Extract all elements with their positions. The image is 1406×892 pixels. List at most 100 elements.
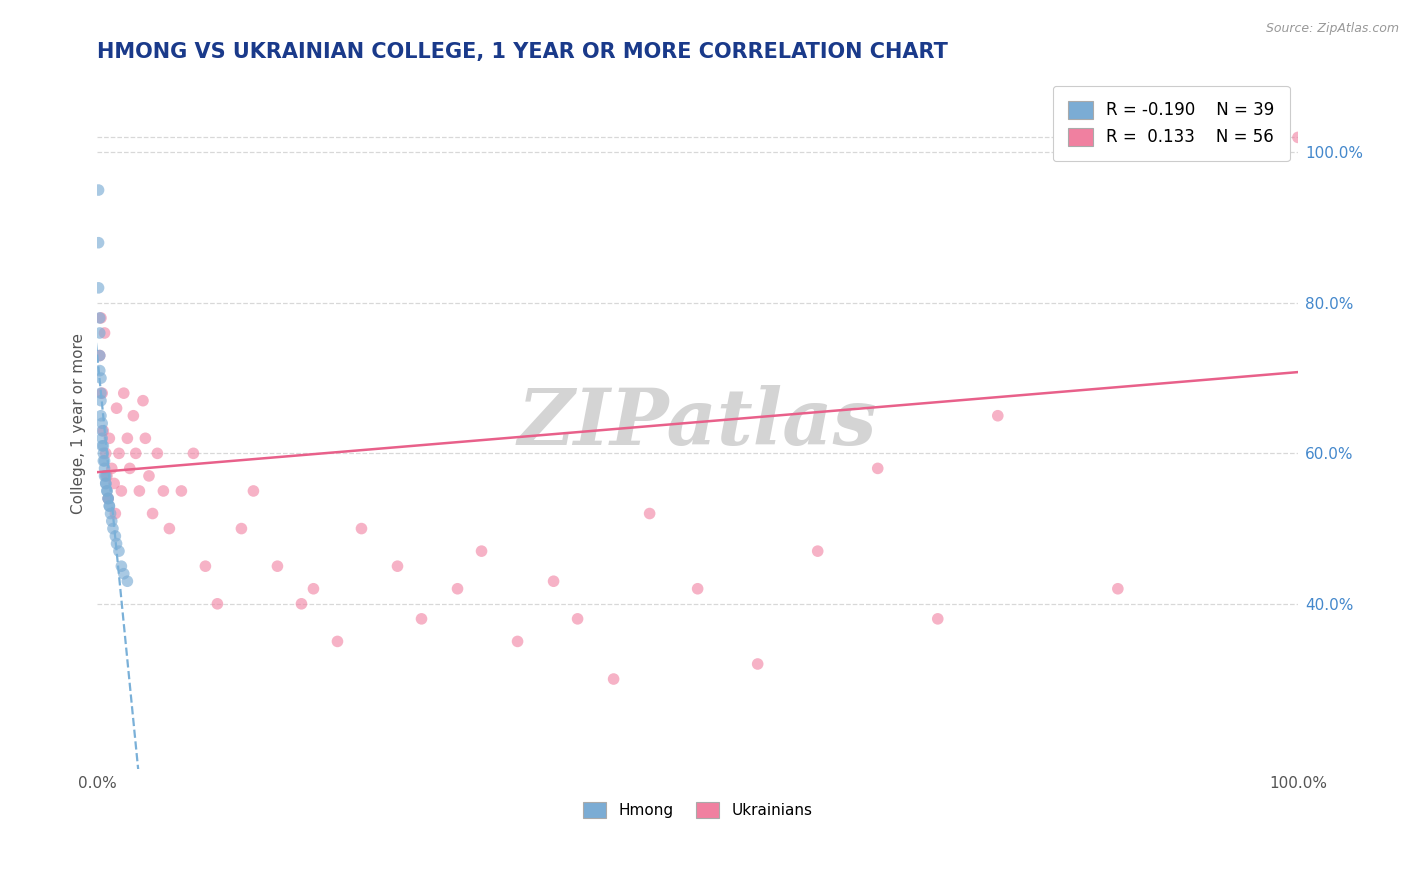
Point	[142, 507, 165, 521]
Point	[387, 559, 409, 574]
Point	[602, 672, 624, 686]
Point	[543, 574, 565, 589]
Point	[100, 507, 122, 521]
Point	[87, 183, 110, 197]
Point	[290, 597, 312, 611]
Point	[231, 522, 253, 536]
Point	[112, 566, 135, 581]
Point	[90, 386, 112, 401]
Point	[87, 281, 110, 295]
Point	[132, 393, 155, 408]
Point	[94, 476, 117, 491]
Point	[117, 574, 139, 589]
Text: HMONG VS UKRAINIAN COLLEGE, 1 YEAR OR MORE CORRELATION CHART: HMONG VS UKRAINIAN COLLEGE, 1 YEAR OR MO…	[97, 42, 948, 62]
Point	[105, 536, 128, 550]
Point	[1107, 582, 1129, 596]
Point	[117, 431, 139, 445]
Text: Source: ZipAtlas.com: Source: ZipAtlas.com	[1265, 22, 1399, 36]
Point	[125, 446, 148, 460]
Point	[128, 483, 150, 498]
Point	[101, 522, 124, 536]
Point	[112, 386, 135, 401]
Point	[98, 431, 121, 445]
Point	[104, 507, 127, 521]
Point	[96, 483, 118, 498]
Point	[93, 454, 115, 468]
Point	[89, 326, 111, 340]
Point	[242, 483, 264, 498]
Point	[90, 393, 112, 408]
Point	[105, 401, 128, 416]
Point	[326, 634, 349, 648]
Point	[138, 469, 160, 483]
Point	[89, 363, 111, 377]
Point	[100, 514, 122, 528]
Point	[93, 424, 115, 438]
Point	[170, 483, 193, 498]
Point	[98, 499, 121, 513]
Point	[94, 469, 117, 483]
Point	[470, 544, 492, 558]
Point	[350, 522, 373, 536]
Point	[93, 469, 115, 483]
Point	[266, 559, 288, 574]
Point	[90, 310, 112, 325]
Point	[110, 483, 132, 498]
Point	[100, 461, 122, 475]
Point	[87, 235, 110, 250]
Point	[506, 634, 529, 648]
Point	[118, 461, 141, 475]
Point	[194, 559, 217, 574]
Point	[183, 446, 205, 460]
Point	[93, 326, 115, 340]
Point	[98, 499, 121, 513]
Point	[207, 597, 229, 611]
Point	[108, 544, 131, 558]
Point	[91, 386, 114, 401]
Point	[89, 349, 111, 363]
Point	[446, 582, 468, 596]
Point	[302, 582, 325, 596]
Point	[866, 461, 889, 475]
Point	[110, 559, 132, 574]
Point	[93, 439, 115, 453]
Point	[152, 483, 174, 498]
Point	[97, 491, 120, 506]
Point	[122, 409, 145, 423]
Point	[567, 612, 589, 626]
Point	[96, 483, 118, 498]
Point	[411, 612, 433, 626]
Y-axis label: College, 1 year or more: College, 1 year or more	[72, 333, 86, 514]
Point	[93, 461, 115, 475]
Point	[91, 424, 114, 438]
Point	[89, 349, 111, 363]
Point	[146, 446, 169, 460]
Point	[94, 476, 117, 491]
Point	[987, 409, 1010, 423]
Point	[134, 431, 156, 445]
Point	[93, 446, 115, 460]
Point	[96, 469, 118, 483]
Point	[93, 454, 115, 468]
Point	[747, 657, 769, 671]
Point	[104, 529, 127, 543]
Point	[91, 431, 114, 445]
Point	[686, 582, 709, 596]
Point	[157, 522, 180, 536]
Point	[91, 416, 114, 430]
Point	[91, 439, 114, 453]
Text: ZIPatlas: ZIPatlas	[517, 385, 877, 461]
Point	[97, 491, 120, 506]
Legend: Hmong, Ukrainians: Hmong, Ukrainians	[576, 796, 818, 824]
Point	[638, 507, 661, 521]
Point	[90, 371, 112, 385]
Point	[807, 544, 830, 558]
Point	[103, 476, 125, 491]
Point	[927, 612, 949, 626]
Point	[90, 409, 112, 423]
Point	[1286, 130, 1309, 145]
Point	[108, 446, 131, 460]
Point	[89, 310, 111, 325]
Point	[97, 491, 120, 506]
Point	[94, 446, 117, 460]
